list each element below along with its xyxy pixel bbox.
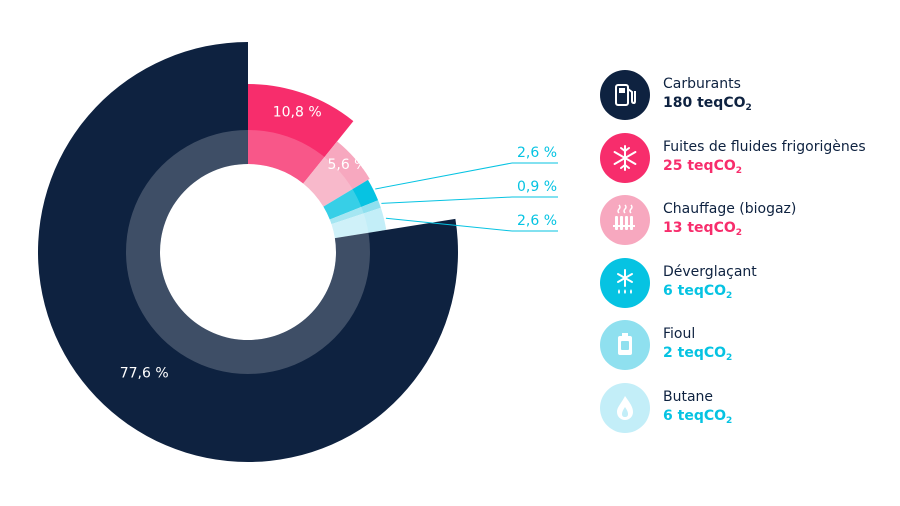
slice-fioul (329, 200, 381, 225)
slice-data-label: 5,6 % (327, 157, 367, 173)
legend-item-chauffage: Chauffage (biogaz) 13 teqCO2 (600, 195, 890, 258)
slice-butane (331, 207, 387, 239)
legend-value: 13 teqCO2 (663, 220, 743, 238)
deicer-icon (600, 257, 650, 308)
legend-label: Butane (663, 388, 714, 405)
legend-value: 6 teqCO2 (663, 282, 733, 301)
leader-line (375, 162, 513, 190)
legend-label: Carburants (663, 76, 741, 92)
legend-label: Fuites de fluides frigorigènes (663, 138, 866, 155)
slice-chauffage-biogaz- (303, 141, 370, 207)
legend-item-fuites: Fuites de fluides frigorigènes 25 teqCO2 (600, 132, 890, 196)
donut-chart: 77,6 % 10,8 % 5,6 % 2,6 % 0,9 % 2,6 % (38, 42, 558, 462)
legend-label: Déverglaçant (663, 263, 757, 280)
fuel-can-icon (600, 320, 650, 370)
legend-value: 6 teqCO2 (663, 407, 733, 426)
flame-icon (600, 382, 650, 433)
slice-fuites-de-fluides-frigorig-nes (248, 84, 354, 184)
slice-data-label: 10,8 % (273, 104, 322, 120)
slice-data-label: 0,9 % (517, 179, 557, 195)
legend-item-deverglacant: Déverglaçant 6 teqCO2 (600, 257, 890, 321)
legend-item-fioul: Fioul 2 teqCO2 (600, 320, 890, 383)
legend-label: Fioul (663, 326, 696, 342)
legend-label: Chauffage (biogaz) (663, 201, 797, 217)
snowflake-icon (600, 132, 650, 183)
legend-item-carburants: Carburants 180 teqCO2 (600, 70, 890, 133)
slice-data-label: 2,6 % (517, 213, 557, 229)
slice-carburants (38, 42, 459, 462)
leader-line (385, 217, 513, 232)
legend-value: 25 teqCO2 (663, 157, 743, 176)
fuel-pump-icon (600, 70, 650, 120)
legend: Carburants 180 teqCO2 Fuites de fluides … (600, 70, 890, 445)
slice-data-label: 2,6 % (517, 145, 557, 161)
radiator-icon (600, 195, 650, 245)
slice-d-vergla-ant (323, 179, 379, 220)
legend-value: 2 teqCO2 (663, 345, 733, 363)
slice-data-label: 77,6 % (120, 366, 169, 382)
legend-value: 180 teqCO2 (663, 95, 752, 113)
leader-line (381, 196, 513, 204)
legend-item-butane: Butane 6 teqCO2 (600, 382, 890, 446)
